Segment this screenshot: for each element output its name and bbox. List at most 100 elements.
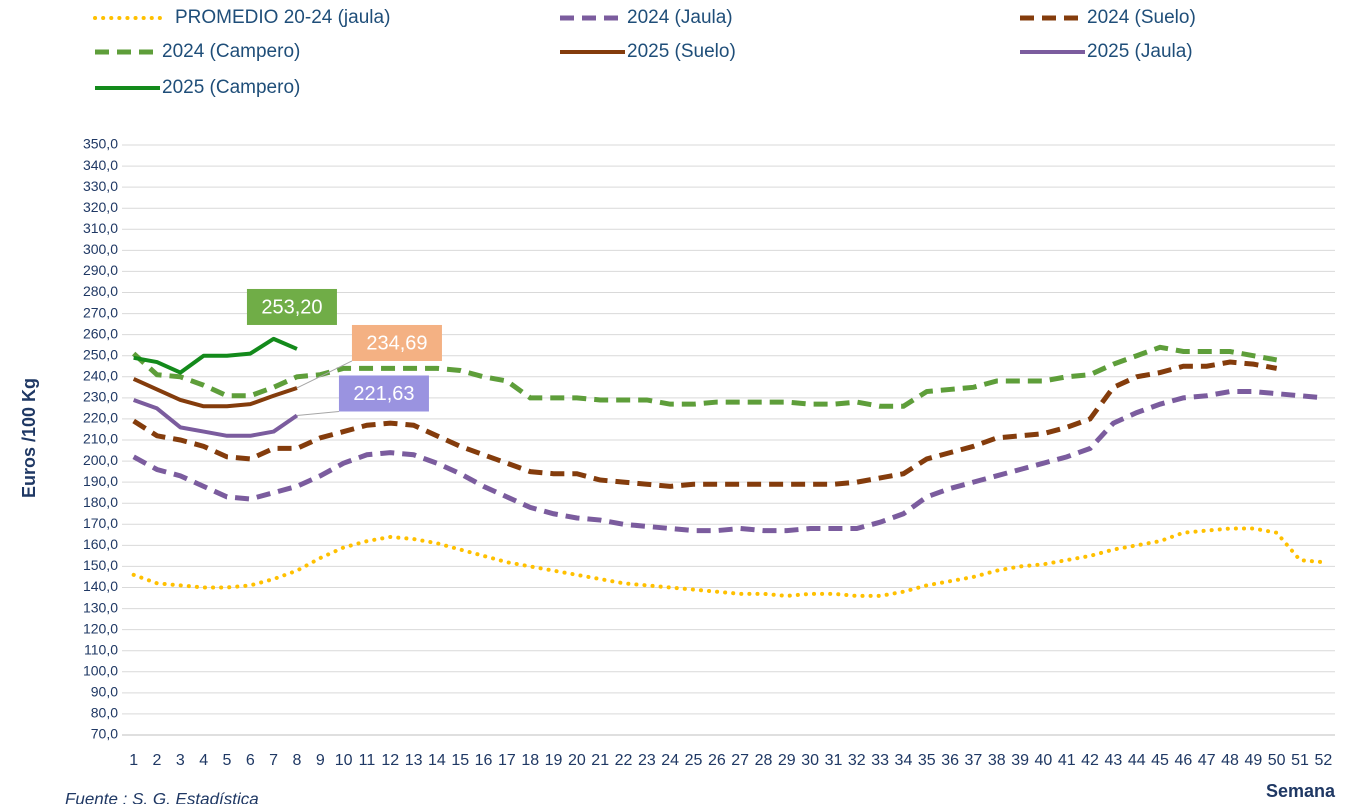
legend-label: 2025 (Jaula)	[1087, 41, 1193, 62]
x-tick-label: 42	[1081, 752, 1099, 769]
y-tick-label: 110,0	[84, 641, 118, 657]
y-tick-label: 210,0	[83, 431, 118, 447]
x-tick-label: 49	[1244, 752, 1262, 769]
x-tick-label: 2	[153, 752, 162, 769]
x-tick-label: 43	[1104, 752, 1122, 769]
x-tick-label: 36	[941, 752, 959, 769]
x-tick-label: 22	[615, 752, 633, 769]
series-line	[132, 359, 1278, 489]
x-tick-label: 4	[199, 752, 208, 769]
x-tick-label: 11	[359, 752, 376, 769]
x-tick-label: 34	[895, 752, 913, 769]
x-tick-label: 25	[685, 752, 703, 769]
y-tick-label: 120,0	[83, 620, 118, 636]
y-tick-label: 180,0	[83, 494, 118, 510]
x-tick-label: 24	[661, 752, 679, 769]
legend-label: 2024 (Campero)	[162, 41, 300, 62]
x-tick-label: 10	[335, 752, 353, 769]
x-tick-label: 26	[708, 752, 726, 769]
x-tick-label: 15	[451, 752, 469, 769]
value-label: 234,69	[366, 332, 427, 354]
x-tick-label: 16	[475, 752, 493, 769]
series-line	[133, 336, 298, 375]
series-line	[131, 344, 1278, 409]
y-tick-label: 160,0	[83, 536, 118, 552]
x-tick-label: 50	[1268, 752, 1286, 769]
x-tick-label: 13	[405, 752, 423, 769]
y-tick-label: 140,0	[83, 578, 118, 594]
x-axis-label: Semana	[1266, 781, 1336, 801]
x-tick-label: 27	[731, 752, 749, 769]
x-tick-label: 46	[1174, 752, 1192, 769]
y-tick-label: 70,0	[91, 726, 118, 742]
y-tick-label: 240,0	[83, 367, 118, 383]
x-tick-label: 51	[1291, 752, 1309, 769]
y-tick-label: 290,0	[83, 262, 118, 278]
legend-label: 2025 (Suelo)	[627, 41, 736, 62]
value-label: 221,63	[353, 383, 414, 405]
x-tick-label: 6	[246, 752, 255, 769]
x-tick-label: 30	[801, 752, 819, 769]
x-tick-label: 38	[988, 752, 1006, 769]
x-tick-label: 23	[638, 752, 656, 769]
x-tick-label: 3	[176, 752, 185, 769]
y-tick-label: 340,0	[83, 157, 118, 173]
x-tick-label: 35	[918, 752, 936, 769]
y-tick-label: 320,0	[83, 199, 118, 215]
label-leader	[296, 410, 339, 416]
x-tick-label: 40	[1035, 752, 1053, 769]
y-tick-label: 300,0	[83, 241, 118, 257]
legend-label: 2024 (Jaula)	[627, 7, 733, 28]
x-tick-label: 29	[778, 752, 796, 769]
y-tick-label: 90,0	[91, 684, 118, 700]
y-tick-label: 250,0	[83, 346, 118, 362]
y-tick-label: 280,0	[83, 283, 118, 299]
y-tick-label: 330,0	[83, 178, 118, 194]
y-tick-label: 100,0	[83, 662, 118, 678]
x-tick-label: 7	[269, 752, 278, 769]
y-tick-label: 310,0	[83, 220, 118, 236]
y-tick-label: 350,0	[83, 136, 118, 152]
x-tick-label: 44	[1128, 752, 1146, 769]
series-line	[132, 377, 298, 409]
y-tick-label: 130,0	[83, 599, 118, 615]
x-tick-label: 28	[755, 752, 773, 769]
y-tick-label: 150,0	[83, 557, 118, 573]
value-label: 253,20	[261, 296, 322, 318]
y-tick-label: 270,0	[83, 304, 118, 320]
y-tick-label: 80,0	[91, 705, 118, 721]
source-note: Fuente : S. G. Estadística	[65, 789, 259, 804]
y-tick-label: 260,0	[83, 325, 118, 341]
x-tick-label: 14	[428, 752, 446, 769]
x-tick-label: 17	[498, 752, 516, 769]
x-tick-label: 9	[316, 752, 325, 769]
x-tick-label: 12	[381, 752, 399, 769]
x-tick-label: 1	[129, 752, 138, 769]
legend-label: 2025 (Campero)	[162, 77, 300, 98]
x-tick-label: 37	[965, 752, 983, 769]
label-leader	[296, 360, 353, 389]
x-tick-label: 33	[871, 752, 889, 769]
x-tick-label: 39	[1011, 752, 1029, 769]
x-tick-label: 18	[521, 752, 539, 769]
x-tick-label: 20	[568, 752, 586, 769]
value-label-box	[351, 324, 442, 361]
x-tick-label: 45	[1151, 752, 1169, 769]
x-tick-label: 48	[1221, 752, 1239, 769]
x-tick-label: 47	[1198, 752, 1216, 769]
y-tick-label: 200,0	[83, 452, 118, 468]
legend-label: PROMEDIO 20-24 (jaula)	[175, 7, 390, 28]
y-tick-label: 230,0	[83, 389, 118, 405]
x-tick-label: 19	[545, 752, 563, 769]
y-axis-label: Euros /100 Kg	[19, 378, 39, 498]
x-tick-label: 8	[292, 752, 301, 769]
value-label-box	[338, 375, 429, 412]
legend-label: 2024 (Suelo)	[1087, 7, 1196, 28]
series-line	[132, 398, 299, 438]
series-line	[132, 389, 1324, 534]
x-tick-label: 32	[848, 752, 866, 769]
x-tick-label: 31	[825, 752, 843, 769]
x-tick-label: 5	[223, 752, 232, 769]
x-tick-label: 52	[1314, 752, 1332, 769]
x-tick-label: 21	[591, 752, 609, 769]
